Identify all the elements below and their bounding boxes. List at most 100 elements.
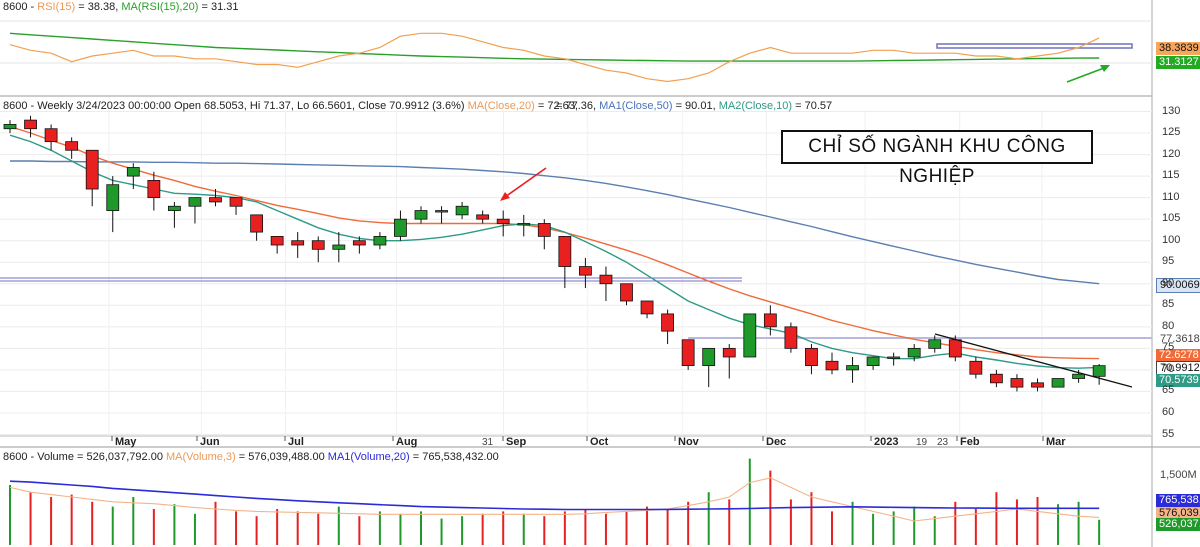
vol-ma3-label: MA(Volume,3) xyxy=(166,451,236,463)
week-tick-label: 19 xyxy=(916,437,928,448)
price-y-tick: 85 xyxy=(1162,298,1175,311)
candle-body xyxy=(722,347,736,358)
candle-body xyxy=(250,214,264,233)
vol-ma20-tag: 765,538,4 xyxy=(1156,494,1200,507)
candle-body xyxy=(805,347,818,366)
candle-body xyxy=(126,167,140,177)
candle-body xyxy=(414,210,428,220)
candle-body xyxy=(599,274,613,285)
price-y-tick: 80 xyxy=(1162,319,1175,332)
month-label: Mar xyxy=(1046,436,1066,448)
month-label: Oct xyxy=(590,436,609,448)
chart-title: CHỈ SỐ NGÀNH KHU CÔNG NGHIỆP xyxy=(781,130,1093,187)
candle-body xyxy=(866,356,880,366)
candle-body xyxy=(1031,382,1044,388)
rsi-header: 8600 - RSI(15) = 38.38, MA(RSI(15),20) =… xyxy=(3,1,239,13)
rsi-label: RSI(15) xyxy=(37,1,76,13)
candle-body xyxy=(373,235,387,246)
candle-body xyxy=(558,235,572,267)
candle-body xyxy=(311,240,325,250)
candle-body xyxy=(743,313,757,358)
candle-body xyxy=(188,197,202,207)
candle-body xyxy=(990,373,1003,384)
ma20-label: MA(Close,20) xyxy=(467,100,535,112)
candle-body xyxy=(106,184,120,211)
price-y-tick: 90 xyxy=(1162,276,1175,289)
green-arrow-head xyxy=(1100,65,1110,72)
candle-body xyxy=(270,235,284,246)
candle-body xyxy=(65,141,79,151)
price-y-tick: 55 xyxy=(1162,427,1175,440)
candle-body xyxy=(825,360,839,371)
price-y-tick: 100 xyxy=(1162,233,1181,246)
red-arrow-head xyxy=(500,192,510,201)
vol-tag: 526,037,7 xyxy=(1156,518,1200,531)
rsi-ma-line xyxy=(9,32,1100,62)
ma20-line xyxy=(9,125,1100,360)
month-label: 2023 xyxy=(874,436,899,448)
month-label: Sep xyxy=(506,436,527,448)
candle-body xyxy=(1092,365,1106,377)
candle-body xyxy=(455,205,469,216)
candle-body xyxy=(229,197,243,207)
rsi-ma-price-tag: 31.3127 xyxy=(1156,56,1200,69)
candle-body xyxy=(579,266,592,276)
candle-body xyxy=(784,326,798,349)
candle-body xyxy=(620,283,633,302)
volume-header: 8600 - Volume = 526,037,792.00 MA(Volume… xyxy=(3,451,499,463)
candle-body xyxy=(435,210,448,213)
volume-ma3-line xyxy=(9,477,1100,522)
volume-header-main: 8600 - Volume = 526,037,792.00 xyxy=(3,451,163,463)
price-y-tick: 60 xyxy=(1162,405,1175,418)
volume-y-tick: 1,500M xyxy=(1157,469,1200,482)
month-label: Feb xyxy=(960,436,980,448)
week-tick-label: 23 xyxy=(937,437,949,448)
ma10-value: = 70.57 xyxy=(795,100,833,112)
price-y-tick: 70 xyxy=(1162,362,1175,375)
candle-body xyxy=(394,218,407,237)
candle-body xyxy=(907,347,921,358)
candle-body xyxy=(332,244,346,250)
candle-body xyxy=(661,313,674,332)
candle-body xyxy=(846,365,859,371)
price-header-main: 8600 - Weekly 3/24/2023 00:00:00 Open 68… xyxy=(3,100,465,112)
rsi-line xyxy=(9,32,1100,83)
candle-body xyxy=(1051,378,1065,388)
candle-body xyxy=(702,347,716,366)
candle-body xyxy=(887,356,901,359)
candle-body xyxy=(44,128,58,143)
candle-body xyxy=(147,180,161,199)
price-header-right: = 77.36, MA1(Close,50) = 90.01, MA2(Clos… xyxy=(556,100,832,112)
ma10-label: MA2(Close,10) xyxy=(718,100,793,112)
candle-body xyxy=(24,119,37,130)
ma50-line xyxy=(10,160,1100,285)
volume-ma20-line xyxy=(9,480,1100,511)
candle-body xyxy=(948,339,962,358)
month-label: Dec xyxy=(766,436,787,448)
vol-ma3-tag: 576,039,4 xyxy=(1156,507,1200,520)
red-arrow-shaft xyxy=(504,167,547,198)
candle-body xyxy=(85,149,99,190)
month-label: Jul xyxy=(288,436,304,448)
week-tick-label: 31 xyxy=(482,437,494,448)
month-label: Aug xyxy=(396,436,418,448)
price-y-tick: 65 xyxy=(1162,384,1175,397)
candle-body xyxy=(291,240,305,246)
green-arrow-shaft xyxy=(1066,67,1105,83)
vol-ma3-value: = 576,039,488.00 xyxy=(238,451,325,463)
ma50-label: MA1(Close,50) xyxy=(599,100,673,112)
rsi-reference-box xyxy=(936,43,1133,49)
month-label: Jun xyxy=(200,436,220,448)
candle-body xyxy=(352,240,366,246)
ma20-price-tag: 72.6278 xyxy=(1156,349,1200,362)
level-price-tag: 77.3618 xyxy=(1157,333,1200,346)
candle-body xyxy=(969,360,983,375)
month-label: Nov xyxy=(678,436,699,448)
candle-body xyxy=(517,223,531,226)
price-y-tick: 115 xyxy=(1162,169,1180,182)
rsi-ma-value: = 31.31 xyxy=(201,1,239,13)
rsi-symbol: 8600 xyxy=(3,1,28,13)
candle-body xyxy=(1010,378,1024,388)
month-label: May xyxy=(115,436,137,448)
